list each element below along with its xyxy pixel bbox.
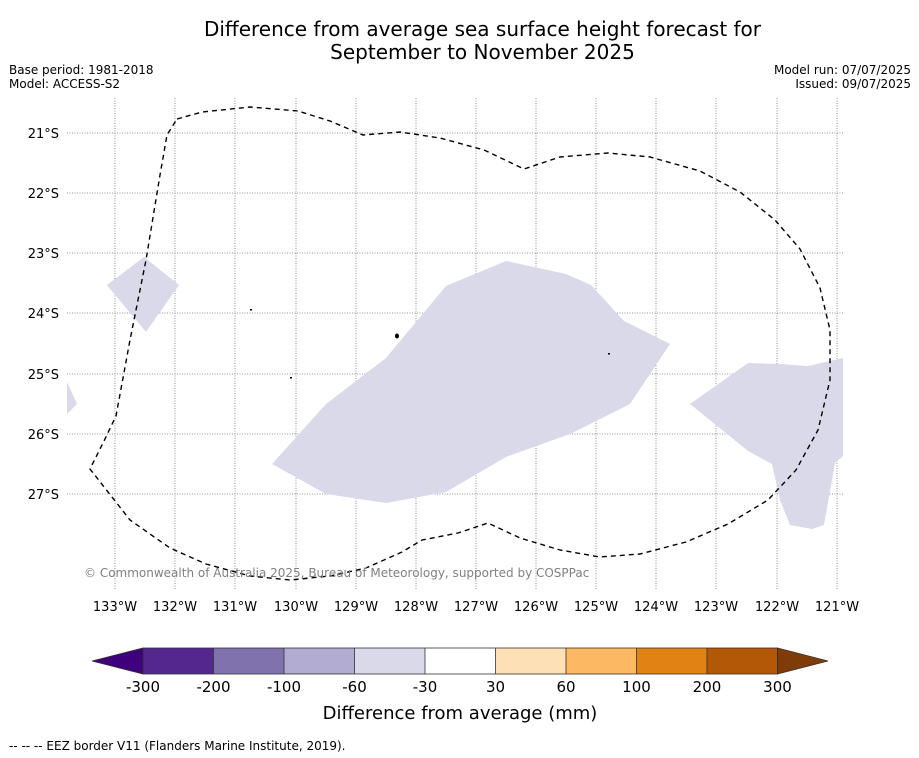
island-marker: [395, 333, 399, 339]
island-marker: [608, 353, 610, 355]
eez-border-line: [89, 106, 831, 581]
copyright-notice: © Commonwealth of Australia 2025, Bureau…: [84, 566, 589, 580]
anomaly-regions: [67, 257, 843, 529]
colorbar-tick: 100: [622, 678, 651, 696]
longitude-labels: 133°W 132°W 131°W 130°W 129°W 128°W 127°…: [93, 600, 859, 615]
base-info: Base period: 1981-2018 Model: ACCESS-S2: [9, 63, 154, 91]
lat-label: 21°S: [28, 127, 59, 142]
colorbar-tick: 200: [693, 678, 722, 696]
lon-label: 127°W: [454, 600, 498, 615]
colorbar-tick-labels: -300 -200 -100 -60 -30 30 60 100 200 300: [126, 678, 792, 696]
lat-label: 22°S: [28, 187, 59, 202]
colorbar-segment: [354, 648, 425, 674]
eez-legend-note: -- -- -- EEZ border V11 (Flanders Marine…: [9, 739, 346, 753]
model-run-label: Model run: 07/07/2025: [773, 63, 911, 77]
colorbar-segment: [495, 648, 566, 674]
lon-label: 132°W: [153, 600, 197, 615]
colorbar-tick: 30: [486, 678, 505, 696]
anomaly-region-west: [107, 257, 179, 332]
lon-label: 126°W: [514, 600, 558, 615]
island-marker: [290, 377, 292, 379]
title-line-2: September to November 2025: [330, 40, 635, 64]
colorbar-tick: 300: [763, 678, 792, 696]
lon-label: 129°W: [334, 600, 378, 615]
base-period-label: Base period: 1981-2018: [9, 63, 154, 77]
lat-label: 26°S: [28, 428, 59, 443]
lon-label: 130°W: [274, 600, 318, 615]
latitude-labels: 21°S 22°S 23°S 24°S 25°S 26°S 27°S: [28, 127, 59, 503]
map-title: Difference from average sea surface heig…: [0, 18, 919, 64]
lon-label: 123°W: [694, 600, 738, 615]
lat-label: 23°S: [28, 247, 59, 262]
anomaly-region-edge: [67, 382, 77, 414]
lon-label: 131°W: [213, 600, 257, 615]
lat-label: 27°S: [28, 488, 59, 503]
colorbar-segment: [425, 648, 496, 674]
issued-label: Issued: 09/07/2025: [795, 77, 911, 91]
colorbar-tick: 60: [556, 678, 575, 696]
colorbar-extend-high: [777, 647, 829, 675]
colorbar-title: Difference from average (mm): [323, 703, 598, 724]
colorbar-tick: -300: [126, 678, 160, 696]
colorbar-segment: [213, 648, 284, 674]
lon-label: 122°W: [755, 600, 799, 615]
lon-label: 125°W: [574, 600, 618, 615]
colorbar-tick: -60: [342, 678, 367, 696]
colorbar-segment: [707, 648, 778, 674]
colorbar-segment: [636, 648, 707, 674]
island-marker: [250, 309, 252, 311]
lat-label: 25°S: [28, 368, 59, 383]
colorbar-outline: [142, 647, 778, 675]
colorbar-segment: [284, 648, 355, 674]
colorbar-segment: [143, 648, 214, 674]
lon-label: 128°W: [394, 600, 438, 615]
lon-label: 133°W: [93, 600, 137, 615]
lon-label: 124°W: [634, 600, 678, 615]
island-markers: [250, 309, 610, 379]
colorbar-tick: -100: [267, 678, 301, 696]
colorbar: -300 -200 -100 -60 -30 30 60 100 200 300…: [91, 647, 829, 724]
lat-label: 24°S: [28, 307, 59, 322]
colorbar-tick: -30: [413, 678, 438, 696]
model-label: Model: ACCESS-S2: [9, 77, 121, 91]
colorbar-extend-low: [91, 647, 144, 675]
colorbar-tick: -200: [196, 678, 230, 696]
anomaly-region-east: [690, 358, 843, 529]
anomaly-region-central: [272, 261, 670, 503]
lon-label: 121°W: [815, 600, 859, 615]
title-line-1: Difference from average sea surface heig…: [203, 17, 762, 41]
colorbar-dividers: [213, 648, 708, 674]
run-info: Model run: 07/07/2025 Issued: 09/07/2025: [774, 63, 911, 91]
colorbar-segment: [566, 648, 637, 674]
